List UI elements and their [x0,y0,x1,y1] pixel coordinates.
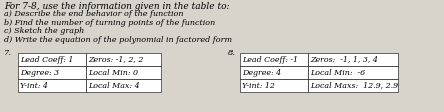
Text: Local Min:  -6: Local Min: -6 [310,69,365,76]
Bar [240,66,308,79]
Bar [308,66,398,79]
Text: Y-int: 12: Y-int: 12 [242,82,275,89]
Bar [86,79,161,92]
Bar [18,66,86,79]
Text: 7.: 7. [4,49,12,57]
Bar [18,79,86,92]
Text: Local Min: 0: Local Min: 0 [88,69,138,76]
Bar [240,79,308,92]
Text: Degree: 4: Degree: 4 [242,69,281,76]
Bar [308,53,398,66]
Bar [86,66,161,79]
Text: c) Sketch the graph: c) Sketch the graph [4,27,84,35]
Bar [18,53,86,66]
Text: d) Write the equation of the polynomial in factored form: d) Write the equation of the polynomial … [4,36,232,43]
Bar [86,53,161,66]
Text: For 7-8, use the information given in the table to:: For 7-8, use the information given in th… [4,2,230,11]
Text: Zeros:  -1, 1, 3, 4: Zeros: -1, 1, 3, 4 [310,56,378,64]
Text: 8.: 8. [228,49,236,57]
Bar [308,79,398,92]
Bar [240,53,308,66]
Text: Zeros: -1, 2, 2: Zeros: -1, 2, 2 [88,56,143,64]
Text: Local Max: 4: Local Max: 4 [88,82,139,89]
Text: b) Find the number of turning points of the function: b) Find the number of turning points of … [4,18,215,27]
Text: a) Describe the end behavior of the function: a) Describe the end behavior of the func… [4,10,183,18]
Text: Y-int: 4: Y-int: 4 [20,82,48,89]
Text: Local Maxs:  12.9, 2.9: Local Maxs: 12.9, 2.9 [310,82,398,89]
Text: Degree: 3: Degree: 3 [20,69,59,76]
Text: Lead Coeff: 1: Lead Coeff: 1 [20,56,73,64]
Text: Lead Coeff: -1: Lead Coeff: -1 [242,56,298,64]
